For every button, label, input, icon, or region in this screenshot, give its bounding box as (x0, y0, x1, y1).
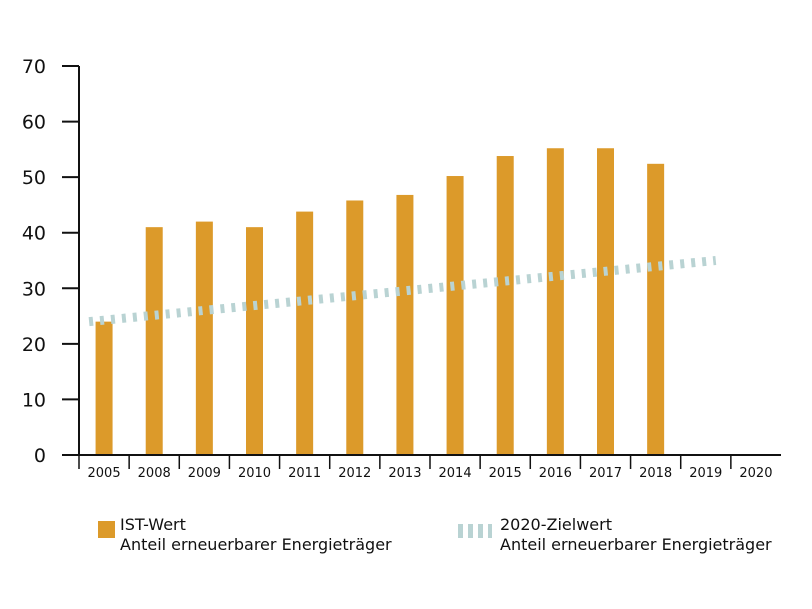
y-tick-label-30: 30 (22, 278, 46, 300)
bar-2013 (396, 194, 414, 455)
legend-label-ist-wert: IST-Wert (120, 515, 186, 534)
y-tick-label-10: 10 (22, 389, 46, 411)
x-tick-label-2017: 2017 (589, 466, 622, 481)
x-tick-label-2018: 2018 (639, 466, 672, 481)
x-tick-label-2014: 2014 (439, 466, 472, 481)
x-tick-label-2019: 2019 (689, 466, 722, 481)
x-tick-label-2012: 2012 (338, 466, 371, 481)
bar-2012 (346, 200, 364, 455)
x-tick-label-2005: 2005 (88, 466, 121, 481)
bar-2014 (446, 176, 464, 455)
bar-2008 (145, 227, 163, 455)
legend-sublabel-zielwert: Anteil erneuerbarer Energieträger (500, 535, 772, 554)
y-tick-label-50: 50 (22, 167, 46, 189)
legend-label-zielwert: 2020-Zielwert (500, 515, 612, 534)
x-tick-label-2008: 2008 (138, 466, 171, 481)
bar-2009 (195, 221, 213, 455)
bar-2018 (647, 163, 665, 455)
y-tick-label-60: 60 (22, 112, 46, 134)
x-tick-label-2010: 2010 (238, 466, 271, 481)
y-tick-label-40: 40 (22, 223, 46, 245)
y-tick-label-20: 20 (22, 334, 46, 356)
y-tick-label-70: 70 (22, 56, 46, 78)
x-tick-label-2020: 2020 (739, 466, 772, 481)
bar-2015 (496, 156, 514, 456)
bar-2011 (296, 211, 314, 455)
legend-sublabel-ist-wert: Anteil erneuerbarer Energieträger (120, 535, 392, 554)
x-tick-label-2016: 2016 (539, 466, 572, 481)
bar-2005 (95, 321, 113, 455)
x-tick-label-2009: 2009 (188, 466, 221, 481)
bar-chart: 0 10 20 30 40 50 60 70 2005 2008 2009 2010 2011 2012 2… (22, 56, 781, 481)
bar-2010 (246, 227, 263, 455)
bar-2017 (597, 148, 614, 455)
bar-2016 (546, 148, 564, 455)
x-tick-label-2015: 2015 (489, 466, 522, 481)
legend-swatch-ist-wert (98, 521, 115, 538)
legend-swatch-zielwert (458, 524, 492, 538)
y-tick-label-0: 0 (34, 445, 46, 467)
x-tick-label-2013: 2013 (388, 466, 421, 481)
x-tick-label-2011: 2011 (288, 466, 321, 481)
